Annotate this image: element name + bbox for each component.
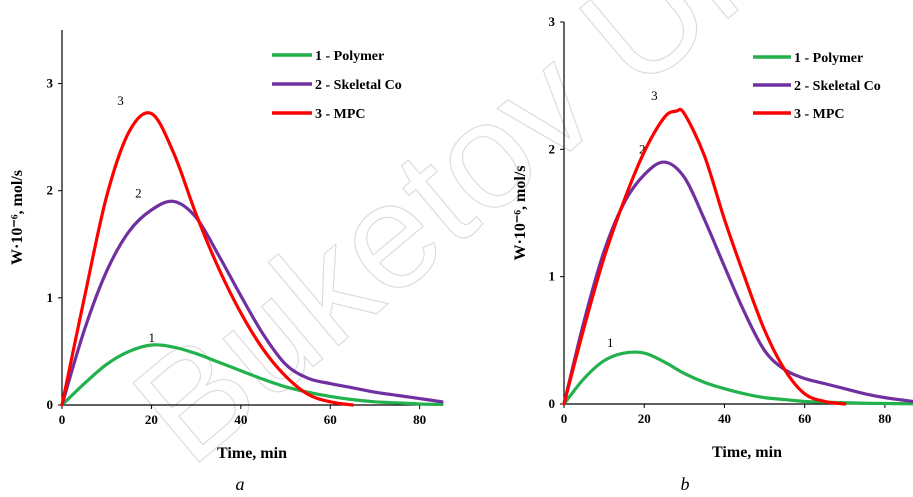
curve-label-1: 1	[607, 335, 614, 350]
y-axis-title: W·10⁻⁶, mol/s	[9, 170, 26, 265]
curve-label-3: 3	[651, 88, 658, 103]
y-axis-title: W·10⁻⁶, mol/s	[512, 165, 529, 260]
legend-label: 3 - MPC	[315, 107, 366, 122]
y-tick-label: 1	[549, 269, 556, 284]
x-tick-label: 0	[561, 411, 568, 426]
legend-label: 1 - Polymer	[794, 51, 863, 66]
y-tick-label: 2	[549, 141, 556, 156]
y-tick-label: 2	[47, 183, 54, 198]
series-line-1	[562, 350, 913, 406]
y-tick-label: 0	[549, 396, 556, 411]
chart-panel-b: 0 1 2 3 0 20 40 60 80 Time, min W·10⁻⁶, mol/s 1 1 - …	[512, 14, 913, 494]
y-tick-label: 1	[47, 290, 54, 305]
panel-label: b	[681, 474, 690, 494]
watermark-text: Buketov Univ	[103, 0, 888, 495]
y-tick-label: 3	[47, 76, 54, 91]
curve-label-2: 2	[135, 185, 142, 200]
x-axis-title: Time, min	[217, 445, 287, 462]
series-line-2	[562, 160, 913, 406]
x-tick-label: 20	[145, 412, 158, 427]
y-tick-label: 0	[47, 397, 54, 412]
series-line-3	[60, 111, 355, 407]
x-tick-label: 40	[234, 412, 247, 427]
legend-label: 3 - MPC	[794, 107, 845, 122]
x-tick-label: 20	[638, 411, 651, 426]
x-tick-label: 80	[878, 411, 891, 426]
x-axis-title: Time, min	[712, 444, 782, 461]
x-tick-label: 60	[798, 411, 811, 426]
x-tick-label: 60	[324, 412, 337, 427]
chart-panel-a: 0 1 2 3 0 20 40 60 80 Time, min W·10⁻⁶, mol/s 1 1 - …	[9, 30, 444, 494]
x-tick-label: 40	[718, 411, 731, 426]
curve-label-3: 3	[117, 93, 124, 108]
legend-label: 2 - Skeletal Co	[315, 78, 402, 93]
series-line-1	[60, 343, 444, 407]
curve-label-1: 1	[149, 330, 156, 345]
legend-label: 1 - Polymer	[315, 49, 384, 64]
x-tick-label: 0	[59, 412, 66, 427]
series-line-3	[562, 107, 847, 406]
y-tick-label: 3	[549, 14, 556, 29]
x-tick-label: 80	[413, 412, 426, 427]
series-line-2	[60, 199, 444, 407]
legend-label: 2 - Skeletal Co	[794, 79, 881, 94]
curve-label-2: 2	[639, 142, 646, 157]
panel-label: a	[236, 474, 245, 494]
